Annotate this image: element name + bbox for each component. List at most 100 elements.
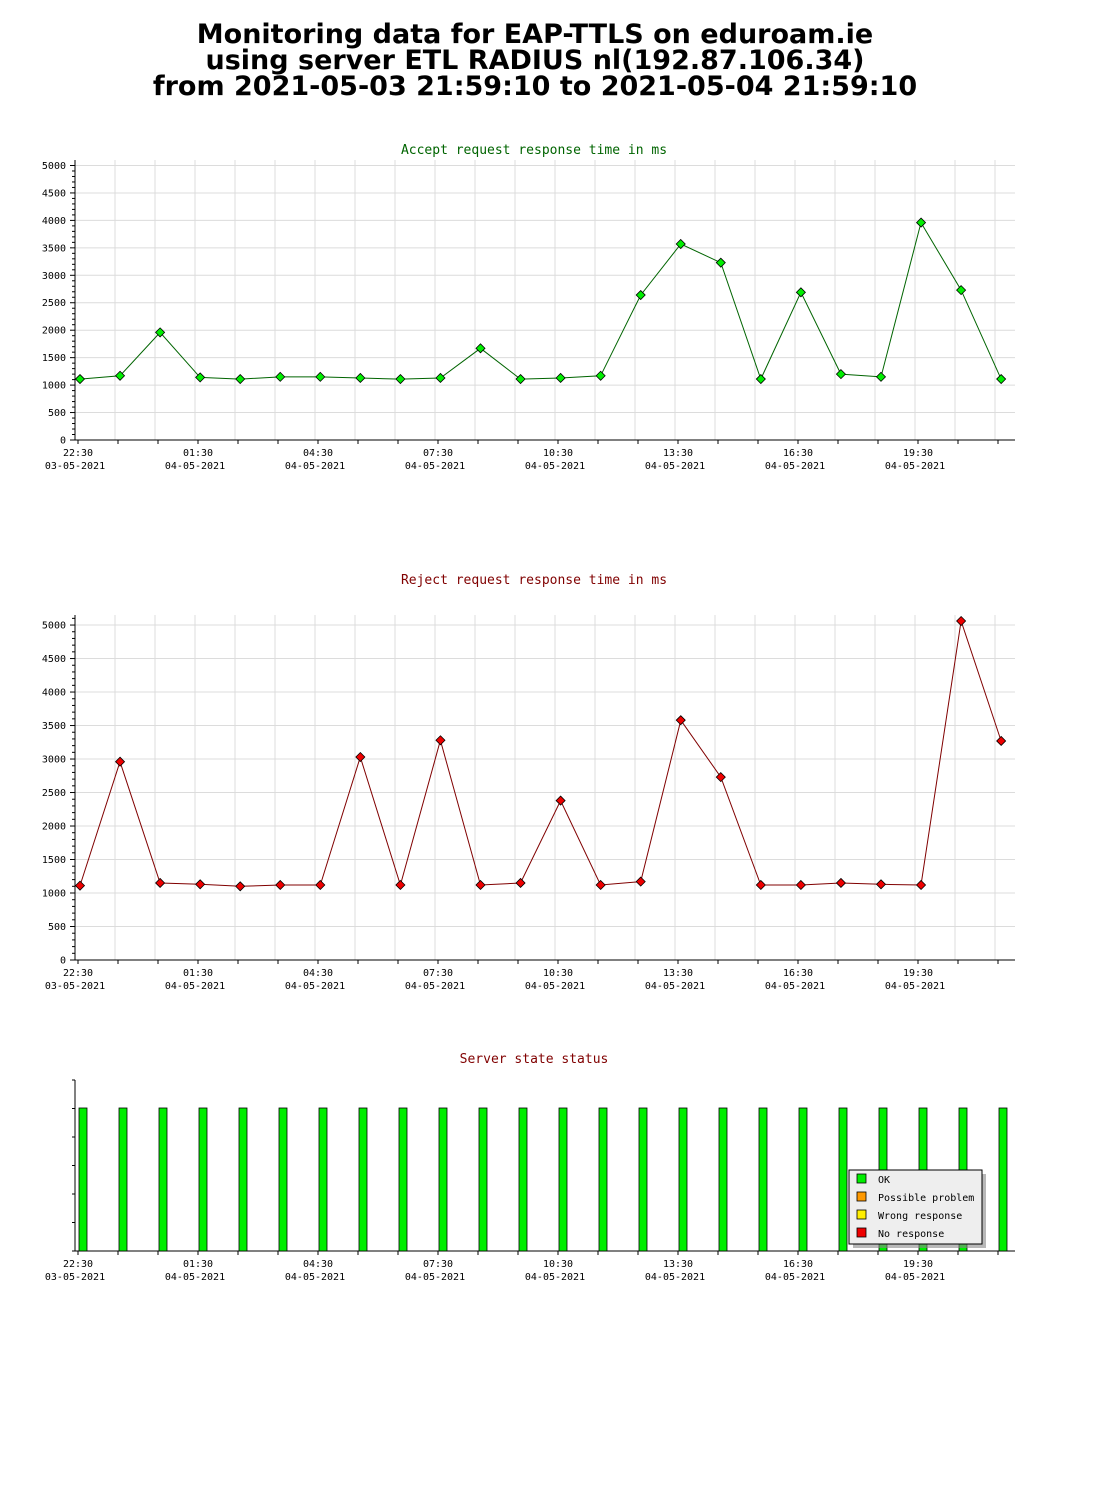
reject-chart-xtick-date: 04-05-2021: [885, 981, 945, 992]
reject-chart-point: [435, 735, 446, 746]
reject-chart-ytick-label: 0: [60, 956, 66, 967]
accept-chart-xtick-date: 04-05-2021: [285, 461, 345, 472]
reject-chart-ytick-label: 500: [48, 922, 66, 933]
accept-chart-xtick-time: 01:30: [183, 448, 213, 459]
status-chart-xtick-time: 13:30: [663, 1259, 693, 1270]
legend-swatch: [856, 1209, 867, 1220]
status-chart-xtick-date: 04-05-2021: [885, 1272, 945, 1283]
reject-chart-point: [996, 735, 1007, 747]
reject-chart-ytick-label: 3500: [42, 721, 66, 732]
accept-chart-point: [74, 373, 86, 385]
status-chart-xtick-date: 04-05-2021: [285, 1272, 345, 1283]
status-bar: [998, 1107, 1008, 1252]
status-bar: [758, 1107, 768, 1252]
status-bar: [158, 1107, 168, 1252]
status-bar: [398, 1107, 408, 1252]
reject-chart-xtick-date: 04-05-2021: [405, 981, 465, 992]
accept-chart-point: [875, 371, 887, 382]
accept-chart-xtick-time: 13:30: [663, 448, 693, 459]
status-bar: [278, 1107, 288, 1252]
reject-chart-ytick-label: 1000: [42, 889, 66, 900]
accept-chart-point: [915, 217, 927, 228]
status-chart-title: Server state status: [460, 1052, 609, 1067]
reject-chart-point: [875, 879, 887, 890]
accept-chart-ytick-label: 0: [60, 436, 66, 447]
reject-chart-xtick-time: 22:30: [63, 968, 93, 979]
status-legend: [848, 1169, 983, 1245]
accept-chart-ytick-label: 1500: [42, 353, 66, 364]
accept-chart-series-line: [79, 221, 1002, 381]
accept-chart-point: [515, 373, 526, 385]
legend-label: No response: [878, 1229, 944, 1240]
reject-chart-xtick-date: 03-05-2021: [45, 981, 105, 992]
reject-chart-series-line: [79, 620, 1002, 887]
status-chart-xtick-date: 04-05-2021: [765, 1272, 825, 1283]
status-bar: [358, 1107, 368, 1252]
legend-label: Wrong response: [878, 1211, 962, 1222]
accept-chart-xtick-time: 19:30: [903, 448, 933, 459]
title-line-2: using server ETL RADIUS nl(192.87.106.34…: [205, 45, 865, 76]
legend-swatch: [856, 1191, 867, 1202]
status-bar: [438, 1107, 448, 1252]
status-chart-xtick-date: 04-05-2021: [645, 1272, 705, 1283]
reject-chart-point: [835, 877, 847, 889]
status-bar: [718, 1107, 728, 1252]
accept-chart-ytick-label: 2000: [42, 326, 66, 337]
accept-chart-point: [715, 257, 726, 268]
accept-chart-xtick-date: 04-05-2021: [525, 461, 585, 472]
accept-chart-ytick-label: 3000: [42, 271, 66, 282]
accept-chart-point: [315, 371, 326, 382]
accept-chart-ytick-label: 1000: [42, 381, 66, 392]
reject-chart-xtick-date: 04-05-2021: [165, 981, 225, 992]
accept-chart-point: [835, 369, 847, 380]
title-line-1: Monitoring data for EAP-TTLS on eduroam.…: [196, 19, 874, 50]
reject-chart-point: [355, 751, 366, 763]
accept-chart-point: [435, 372, 446, 384]
accept-chart-ytick-label: 3500: [42, 243, 66, 254]
reject-chart-point: [395, 879, 406, 891]
accept-chart-xtick-date: 04-05-2021: [405, 461, 465, 472]
status-chart-xtick-time: 01:30: [183, 1259, 213, 1270]
accept-chart-ytick-label: 4000: [42, 216, 66, 227]
reject-chart-xtick-time: 04:30: [303, 968, 333, 979]
status-chart-xtick-date: 04-05-2021: [525, 1272, 585, 1283]
legend-swatch: [856, 1227, 867, 1238]
reject-chart-ytick-label: 4000: [42, 688, 66, 699]
status-bar: [518, 1107, 528, 1252]
accept-chart-xtick-date: 03-05-2021: [45, 461, 105, 472]
status-bar: [598, 1107, 608, 1252]
accept-chart-point: [395, 373, 406, 385]
status-bar: [838, 1107, 848, 1252]
reject-chart-xtick-date: 04-05-2021: [285, 981, 345, 992]
status-bar: [678, 1107, 688, 1252]
accept-chart-point: [795, 287, 806, 298]
reject-chart-ytick-label: 2500: [42, 788, 66, 799]
accept-chart-xtick-time: 10:30: [543, 448, 573, 459]
reject-chart-ytick-label: 3000: [42, 755, 66, 766]
accept-chart-xtick-date: 04-05-2021: [165, 461, 225, 472]
status-chart-xtick-time: 07:30: [423, 1259, 453, 1270]
reject-chart-point: [315, 879, 326, 891]
accept-chart-xtick-time: 07:30: [423, 448, 453, 459]
status-chart-xtick-date: 03-05-2021: [45, 1272, 105, 1283]
reject-chart-ytick-label: 4500: [42, 654, 66, 665]
reject-chart-xtick-time: 19:30: [903, 968, 933, 979]
status-chart-xtick-time: 10:30: [543, 1259, 573, 1270]
reject-chart-xtick-time: 10:30: [543, 968, 573, 979]
legend-label: OK: [878, 1175, 890, 1186]
status-bar: [478, 1107, 488, 1252]
reject-chart-ytick-label: 5000: [42, 621, 66, 632]
accept-chart-point: [755, 373, 766, 385]
reject-chart-point: [595, 879, 606, 891]
legend-label: Possible problem: [878, 1193, 974, 1204]
status-bar: [118, 1107, 128, 1252]
accept-chart-point: [475, 343, 486, 354]
accept-chart-point: [355, 372, 366, 384]
status-chart-xtick-date: 04-05-2021: [165, 1272, 225, 1283]
status-chart-xtick-time: 04:30: [303, 1259, 333, 1270]
accept-chart-xtick-date: 04-05-2021: [645, 461, 705, 472]
accept-chart-xtick-time: 22:30: [63, 448, 93, 459]
reject-chart-title: Reject request response time in ms: [401, 573, 667, 588]
status-chart-xtick-date: 04-05-2021: [405, 1272, 465, 1283]
reject-chart-point: [795, 879, 806, 891]
